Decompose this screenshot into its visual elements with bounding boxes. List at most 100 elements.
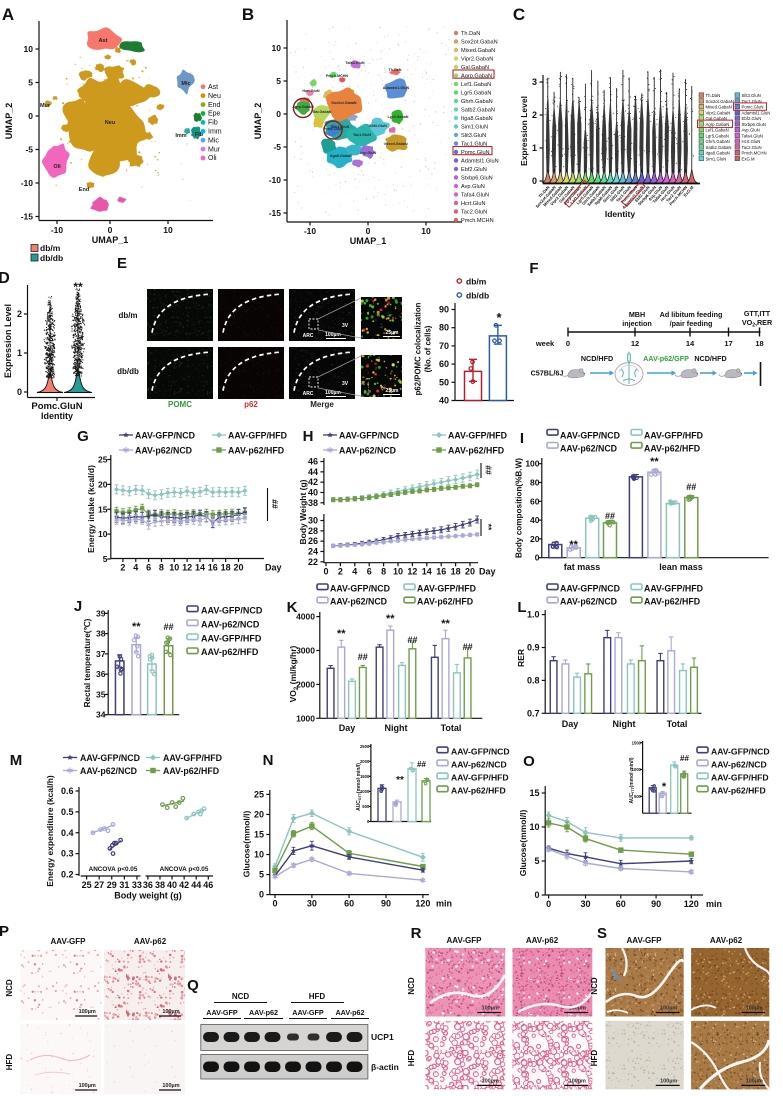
svg-text:Pmch.MCHN: Pmch.MCHN <box>742 151 767 156</box>
svg-text:6: 6 <box>367 567 372 577</box>
svg-text:Mixed.GabaN: Mixed.GabaN <box>384 142 408 146</box>
svg-text:0: 0 <box>535 553 540 563</box>
svg-text:AAV-GFP/HFD: AAV-GFP/HFD <box>228 431 287 441</box>
svg-text:10: 10 <box>98 529 108 539</box>
svg-text:25: 25 <box>98 455 108 465</box>
svg-text:100: 100 <box>525 459 539 469</box>
svg-text:**: ** <box>484 524 494 531</box>
svg-text:46: 46 <box>203 880 213 890</box>
svg-text:70: 70 <box>439 341 449 351</box>
svg-text:20: 20 <box>465 567 475 577</box>
svg-text:**: ** <box>441 618 450 630</box>
svg-text:17: 17 <box>724 339 732 348</box>
svg-text:Vipr2.GabaN: Vipr2.GabaN <box>461 57 493 63</box>
svg-text:Adamtsl1.GluN: Adamtsl1.GluN <box>461 159 499 165</box>
svg-text:20: 20 <box>530 534 540 544</box>
svg-text:Itga8.GabaN: Itga8.GabaN <box>461 116 493 122</box>
svg-text:AAV-GFP/NCD: AAV-GFP/NCD <box>560 584 620 594</box>
svg-text:15: 15 <box>98 504 108 514</box>
svg-text:**: ** <box>337 628 346 640</box>
svg-text:L: L <box>517 599 526 616</box>
svg-text:Oli: Oli <box>53 164 61 170</box>
svg-text:Merge: Merge <box>310 400 334 409</box>
svg-text:40: 40 <box>439 396 449 406</box>
svg-text:Epe: Epe <box>208 111 221 118</box>
svg-text:Tafa4.GluN: Tafa4.GluN <box>742 133 764 138</box>
svg-text:Neu: Neu <box>105 120 115 126</box>
svg-text:Mixed.GabaN: Mixed.GabaN <box>461 48 495 54</box>
svg-text:25: 25 <box>82 880 92 890</box>
svg-text:36: 36 <box>96 669 106 679</box>
svg-text:Slit3.GluN: Slit3.GluN <box>461 133 486 139</box>
svg-text:AAV-GFP/HFD: AAV-GFP/HFD <box>448 431 507 441</box>
svg-text:Agrp.GabaN: Agrp.GabaN <box>706 122 730 127</box>
svg-text:0.4: 0.4 <box>61 828 74 838</box>
svg-text:fat mass: fat mass <box>564 562 601 572</box>
svg-text:**: ** <box>132 621 141 633</box>
svg-text:-10: -10 <box>51 225 64 235</box>
svg-text:ANCOVA p<0.05: ANCOVA p<0.05 <box>160 866 209 873</box>
svg-text:Tac1.GluN: Tac1.GluN <box>353 133 371 137</box>
svg-text:C: C <box>513 5 525 24</box>
svg-text:1: 1 <box>17 348 22 358</box>
svg-text:38: 38 <box>96 629 106 639</box>
svg-text:6: 6 <box>146 563 151 573</box>
svg-text:38: 38 <box>308 498 318 508</box>
svg-text:Pomc.GluN: Pomc.GluN <box>323 127 343 131</box>
svg-text:Lgr5.GabaN: Lgr5.GabaN <box>388 115 409 119</box>
svg-text:*: * <box>496 310 502 325</box>
svg-text:Ebf2.GluN: Ebf2.GluN <box>742 116 762 121</box>
svg-text:Stxbp6.GluN: Stxbp6.GluN <box>742 122 766 127</box>
svg-text:AAV-p62/NCD: AAV-p62/NCD <box>560 444 617 454</box>
svg-text:AAV-p62/HFD: AAV-p62/HFD <box>201 647 259 657</box>
svg-text:##: ## <box>270 499 280 509</box>
svg-text:##: ## <box>484 465 494 475</box>
svg-text:H: H <box>303 428 314 445</box>
svg-text:100µm: 100µm <box>325 390 341 396</box>
svg-text:8: 8 <box>381 567 386 577</box>
svg-text:AAV-GFP/NCD: AAV-GFP/NCD <box>339 431 399 441</box>
svg-text:Total: Total <box>667 719 688 729</box>
svg-text:-5: -5 <box>273 142 281 152</box>
svg-text:1: 1 <box>532 143 537 153</box>
svg-text:3V: 3V <box>342 381 349 387</box>
svg-text:0.2: 0.2 <box>61 870 74 880</box>
svg-text:42: 42 <box>179 880 189 890</box>
svg-text:F: F <box>529 260 538 277</box>
svg-text:Tafa4.GluN: Tafa4.GluN <box>461 193 489 199</box>
svg-text:80: 80 <box>530 478 540 488</box>
svg-text:5: 5 <box>28 78 33 88</box>
svg-text:Gal.GabaN: Gal.GabaN <box>706 116 728 121</box>
svg-text:Hcrt.GluN: Hcrt.GluN <box>302 89 320 93</box>
svg-text:28: 28 <box>308 526 318 536</box>
svg-text:lean mass: lean mass <box>659 562 703 572</box>
svg-text:Total: Total <box>441 723 462 733</box>
svg-text:VO2,RER: VO2,RER <box>742 318 773 329</box>
svg-text:Th.DaN: Th.DaN <box>389 68 402 72</box>
svg-text:(No. of cells): (No. of cells) <box>424 325 433 372</box>
svg-text:ARC: ARC <box>303 391 314 397</box>
svg-text:Hcrt.GluN: Hcrt.GluN <box>742 139 761 144</box>
svg-text:-10: -10 <box>269 175 282 185</box>
svg-text:60: 60 <box>530 496 540 506</box>
svg-text:Slit3.GluN: Slit3.GluN <box>369 124 387 128</box>
svg-text:Night: Night <box>385 723 408 733</box>
svg-text:Pomc.GluN: Pomc.GluN <box>31 401 82 412</box>
svg-text:AAV-p62/NCD: AAV-p62/NCD <box>201 619 260 629</box>
svg-text:J: J <box>74 598 82 615</box>
svg-text:38: 38 <box>155 880 165 890</box>
svg-text:1000: 1000 <box>296 713 315 723</box>
svg-text:Tac2.GluN: Tac2.GluN <box>742 145 762 150</box>
svg-text:ARC: ARC <box>303 333 314 339</box>
svg-text:Pmch.MCHN: Pmch.MCHN <box>326 74 348 78</box>
svg-text:2: 2 <box>338 567 343 577</box>
svg-text:Adamtsl1.GluN: Adamtsl1.GluN <box>742 110 771 115</box>
svg-text:Gal.GabaN: Gal.GabaN <box>461 65 489 71</box>
svg-text:Agrp.GabaN: Agrp.GabaN <box>292 105 314 109</box>
svg-text:Adamtsl1.GluN: Adamtsl1.GluN <box>383 86 410 90</box>
svg-text:AAV-GFP/HFD: AAV-GFP/HFD <box>644 431 703 441</box>
svg-text:Neu: Neu <box>208 93 221 100</box>
svg-text:40: 40 <box>167 880 177 890</box>
svg-text:16: 16 <box>208 563 218 573</box>
svg-text:Rectal temperature(℃): Rectal temperature(℃) <box>83 618 92 707</box>
